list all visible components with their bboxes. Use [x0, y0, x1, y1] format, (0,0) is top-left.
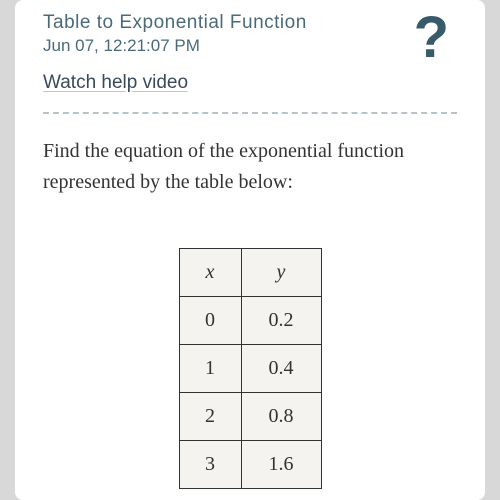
- cell-y: 0.8: [241, 393, 321, 441]
- problem-title: Table to Exponential Function: [43, 12, 457, 34]
- table-row: 2 0.8: [179, 393, 321, 441]
- cell-x: 2: [179, 393, 241, 441]
- table-row: 0 0.2: [179, 297, 321, 345]
- help-icon[interactable]: ?: [414, 4, 449, 71]
- header-divider: [43, 112, 457, 114]
- cell-x: 0: [179, 297, 241, 345]
- col-header-x: x: [179, 249, 241, 297]
- problem-prompt: Find the equation of the exponential fun…: [43, 136, 457, 198]
- cell-y: 0.2: [241, 297, 321, 345]
- cell-x: 3: [179, 441, 241, 489]
- table-row: 1 0.4: [179, 345, 321, 393]
- cell-x: 1: [179, 345, 241, 393]
- problem-card: Table to Exponential Function Jun 07, 12…: [15, 0, 485, 500]
- table-row: 3 1.6: [179, 441, 321, 489]
- table-container: x y 0 0.2 1 0.4 2 0.8 3: [43, 248, 457, 489]
- cell-y: 1.6: [241, 441, 321, 489]
- col-header-y: y: [241, 249, 321, 297]
- cell-y: 0.4: [241, 345, 321, 393]
- timestamp: Jun 07, 12:21:07 PM: [43, 36, 457, 56]
- table-header-row: x y: [179, 249, 321, 297]
- card-header: Table to Exponential Function Jun 07, 12…: [43, 12, 457, 94]
- data-table: x y 0 0.2 1 0.4 2 0.8 3: [179, 248, 322, 489]
- watch-help-video-link[interactable]: Watch help video: [43, 72, 188, 94]
